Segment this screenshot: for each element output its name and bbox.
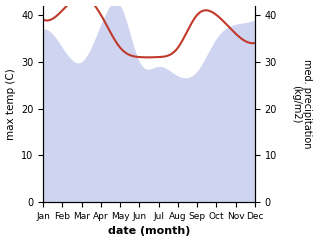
Y-axis label: med. precipitation
(kg/m2): med. precipitation (kg/m2) <box>291 59 313 149</box>
X-axis label: date (month): date (month) <box>108 227 190 236</box>
Y-axis label: max temp (C): max temp (C) <box>5 68 16 140</box>
